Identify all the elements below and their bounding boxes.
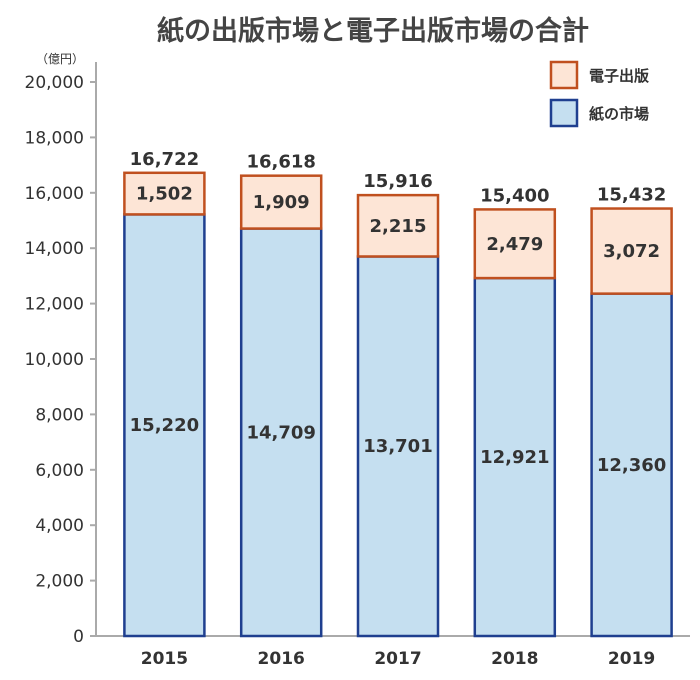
bar-ebook-market (123, 171, 206, 216)
bar-ebook-market (590, 207, 673, 295)
data-label-ebook: 2,215 (370, 216, 427, 237)
data-label-total: 15,916 (363, 171, 432, 192)
y-tick-label: 2,000 (35, 572, 84, 592)
legend-label: 紙の市場 (589, 105, 649, 123)
y-tick-label: 14,000 (25, 239, 84, 259)
x-tick-label: 2015 (141, 649, 188, 669)
y-tick-label: 8,000 (35, 405, 84, 425)
data-label-ebook: 2,479 (486, 234, 543, 255)
x-tick-label: 2017 (374, 649, 421, 669)
bar-paper-market (356, 255, 440, 638)
data-label-ebook: 1,909 (253, 192, 310, 213)
y-unit-label: （億円） (36, 52, 84, 66)
data-label-total: 16,722 (130, 149, 199, 170)
data-label-total: 15,432 (597, 185, 666, 206)
y-tick-label: 16,000 (25, 184, 84, 204)
legend-swatch (549, 60, 579, 90)
bar-paper-market (123, 213, 206, 638)
x-tick-label: 2018 (491, 649, 538, 669)
y-tick-label: 0 (73, 627, 84, 647)
chart-title: 紙の出版市場と電子出版市場の合計 (157, 15, 589, 47)
data-label-paper: 13,701 (363, 436, 432, 457)
y-tick-label: 12,000 (25, 295, 84, 315)
y-tick-label: 18,000 (25, 128, 84, 148)
bar-paper-market (239, 227, 323, 638)
bar-ebook-market (239, 174, 323, 230)
x-tick-label: 2016 (258, 649, 305, 669)
bar-ebook-market (356, 193, 440, 258)
data-labels: 15,220 1,502 16,722 14,709 1,909 16,618 13,701… (130, 149, 667, 476)
axes: 0 2,000 4,000 6,000 8,000 10,000 12,000 14,000 1… (25, 62, 690, 669)
data-label-total: 16,618 (246, 152, 315, 173)
data-label-total: 15,400 (480, 185, 549, 206)
data-label-paper: 15,220 (130, 415, 199, 436)
y-tick-label: 4,000 (35, 516, 84, 536)
bar-ebook-market (473, 208, 557, 280)
y-tick-label: 10,000 (25, 350, 84, 370)
x-tick-label: 2019 (608, 649, 655, 669)
data-label-paper: 12,360 (597, 455, 666, 476)
data-label-ebook: 1,502 (136, 184, 193, 205)
data-label-ebook: 3,072 (603, 241, 660, 262)
data-label-paper: 14,709 (246, 422, 315, 443)
y-tick-label: 6,000 (35, 461, 84, 481)
y-tick-label: 20,000 (25, 73, 84, 93)
legend-label: 電子出版 (589, 67, 649, 85)
data-label-paper: 12,921 (480, 447, 549, 468)
legend-swatch (549, 98, 579, 128)
bars (123, 171, 673, 638)
